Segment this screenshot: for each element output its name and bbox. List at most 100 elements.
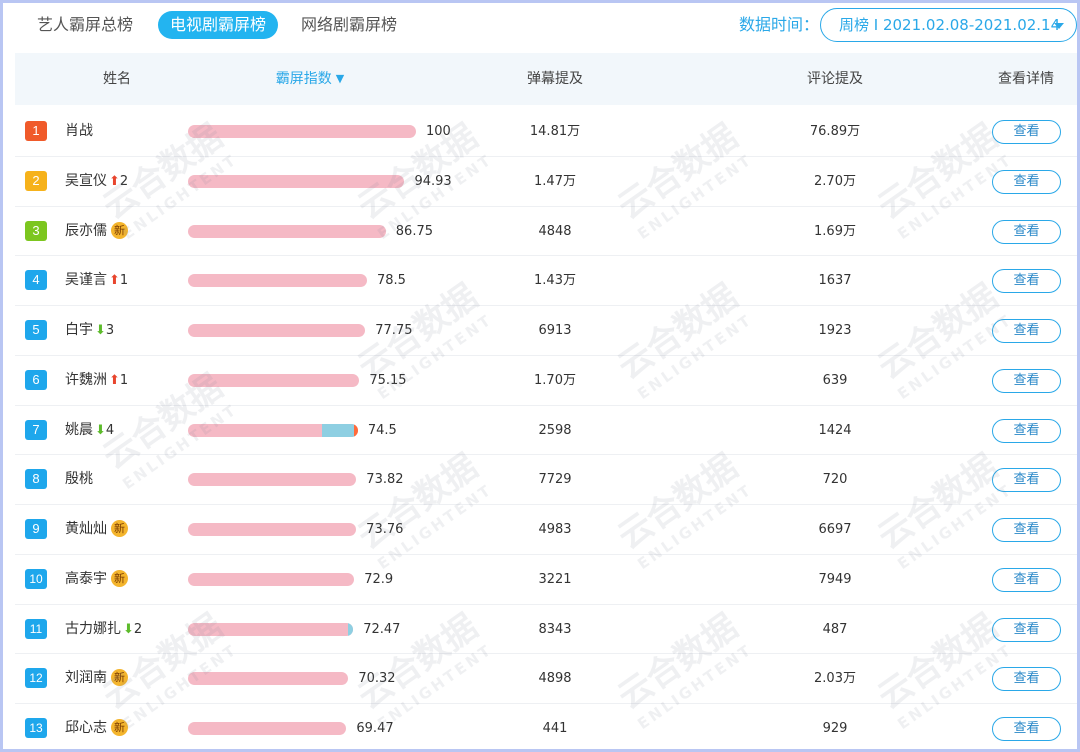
view-details-button[interactable]: 查看 xyxy=(992,169,1061,194)
rank-badge: 12 xyxy=(25,668,50,692)
table-row: 10 高泰宇新 72.9 3221 7949 查看 xyxy=(15,555,1077,605)
score-bar xyxy=(188,324,366,337)
table-row: 9 黄灿灿新 73.76 4983 6697 查看 xyxy=(15,505,1077,555)
artist-name-cell: 姚晨 ⬇4 xyxy=(65,406,114,455)
score-value: 75.15 xyxy=(369,372,407,388)
new-badge: 新 xyxy=(111,569,128,587)
score-bar xyxy=(188,722,347,735)
artist-name: 吴宣仪 xyxy=(65,172,107,189)
header-index-label: 霸屏指数 xyxy=(275,71,332,87)
view-details-button[interactable]: 查看 xyxy=(992,567,1061,592)
header-index[interactable]: 霸屏指数 ▼ xyxy=(245,53,375,105)
top-bar: 艺人霸屏总榜 电视剧霸屏榜 网络剧霸屏榜 数据时间： 周榜 I 2021.02.… xyxy=(3,3,1077,51)
view-details-button[interactable]: 查看 xyxy=(992,468,1061,493)
rank-change-value: 3 xyxy=(105,323,115,338)
rank-change: ⬆1 xyxy=(109,356,128,405)
danmu-count: 7729 xyxy=(538,472,572,488)
arrow-down-icon: ⬇ xyxy=(95,323,106,338)
artist-name-cell: 许魏洲 ⬆1 xyxy=(65,356,128,405)
rank-badge: 7 xyxy=(25,419,50,443)
table-row: 11 古力娜扎 ⬇2 72.47 8343 487 查看 xyxy=(15,605,1077,655)
artist-name-cell: 吴宣仪 ⬆2 xyxy=(65,157,128,206)
score-bar xyxy=(188,473,357,487)
rank-change: ⬇3 xyxy=(95,306,114,355)
artist-name-cell: 殷桃 xyxy=(65,455,93,504)
score-bar xyxy=(188,373,360,387)
comment-count: 1.69万 xyxy=(814,223,856,239)
artist-name: 古力娜扎 xyxy=(65,620,121,637)
view-details-button[interactable]: 查看 xyxy=(992,120,1061,144)
rank-badge: 2 xyxy=(25,170,50,194)
comment-count: 929 xyxy=(822,721,848,736)
danmu-count: 8343 xyxy=(538,621,572,637)
danmu-count: 1.43万 xyxy=(534,273,576,289)
artist-name: 肖战 xyxy=(65,123,93,139)
artist-name: 黄灿灿 xyxy=(65,521,107,537)
score-value: 72.47 xyxy=(363,621,401,637)
rank-badge: 3 xyxy=(25,220,50,244)
rank-badge: 9 xyxy=(25,519,50,542)
table-row: 7 姚晨 ⬇4 74.5 2598 1424 查看 xyxy=(15,406,1077,456)
artist-name: 殷桃 xyxy=(65,471,93,488)
artist-name: 邱心志 xyxy=(65,720,107,736)
rank-change-value: 2 xyxy=(133,621,143,637)
score-bar xyxy=(188,523,357,536)
score-value: 69.47 xyxy=(356,721,394,736)
arrow-down-icon: ⬇ xyxy=(95,422,106,438)
artist-name: 白宇 xyxy=(65,322,93,338)
score-value: 100 xyxy=(426,124,451,139)
score-bar xyxy=(188,672,349,686)
table-row: 1 肖战 100 14.81万 76.89万 查看 xyxy=(15,107,1077,157)
rank-badge: 10 xyxy=(25,568,50,592)
score-bar xyxy=(188,224,386,238)
sort-down-icon[interactable]: ▼ xyxy=(335,72,345,85)
view-details-button[interactable]: 查看 xyxy=(992,717,1061,741)
leaderboard-panel: 艺人霸屏总榜 电视剧霸屏榜 网络剧霸屏榜 数据时间： 周榜 I 2021.02.… xyxy=(3,3,1077,749)
tab-web-drama[interactable]: 网络剧霸屏榜 xyxy=(301,15,398,34)
header-name: 姓名 xyxy=(103,71,131,87)
danmu-count: 1.70万 xyxy=(534,372,576,388)
danmu-count: 4848 xyxy=(538,223,572,239)
view-details-button[interactable]: 查看 xyxy=(992,269,1061,294)
view-details-button[interactable]: 查看 xyxy=(992,319,1061,343)
view-details-button[interactable]: 查看 xyxy=(992,418,1061,443)
view-details-button[interactable]: 查看 xyxy=(992,219,1061,244)
comment-count: 76.89万 xyxy=(809,124,861,139)
table-row: 8 殷桃 73.82 7729 720 查看 xyxy=(15,455,1077,505)
rank-badge: 13 xyxy=(25,718,50,741)
artist-name: 辰亦儒 xyxy=(65,222,107,239)
comment-count: 1424 xyxy=(818,422,852,438)
view-details-button[interactable]: 查看 xyxy=(992,518,1061,542)
new-badge: 新 xyxy=(111,520,128,537)
rank-change-value: 4 xyxy=(105,422,115,438)
table-row: 13 邱心志新 69.47 441 929 查看 xyxy=(15,704,1077,749)
date-range-dropdown[interactable]: 周榜 I 2021.02.08-2021.02.14 xyxy=(820,8,1077,42)
score-bar xyxy=(188,572,355,586)
score-bar xyxy=(188,274,367,288)
header-comment: 评论提及 xyxy=(807,71,863,87)
table-row: 3 辰亦儒新 86.75 4848 1.69万 查看 xyxy=(15,207,1077,257)
score-value: 73.82 xyxy=(366,472,404,488)
score-value: 86.75 xyxy=(395,223,433,239)
artist-name: 姚晨 xyxy=(65,421,93,438)
view-details-button[interactable]: 查看 xyxy=(992,368,1061,393)
tab-tv-drama[interactable]: 电视剧霸屏榜 xyxy=(158,11,279,39)
comment-count: 720 xyxy=(822,472,848,488)
rank-change: ⬇2 xyxy=(123,605,142,654)
rank-badge: 8 xyxy=(25,469,50,493)
new-badge: 新 xyxy=(111,221,128,239)
danmu-count: 441 xyxy=(542,721,568,736)
tab-artist-overall[interactable]: 艺人霸屏总榜 xyxy=(37,15,134,34)
score-bar xyxy=(188,174,405,188)
table-header: 姓名 霸屏指数 ▼ 弹幕提及 评论提及 查看详情 xyxy=(15,53,1077,105)
comment-count: 1923 xyxy=(818,323,852,338)
arrow-up-icon: ⬆ xyxy=(109,273,120,289)
chevron-down-icon xyxy=(1054,23,1064,29)
view-details-button[interactable]: 查看 xyxy=(992,667,1061,692)
view-details-button[interactable]: 查看 xyxy=(992,617,1061,642)
score-value: 77.75 xyxy=(375,323,413,338)
artist-name-cell: 吴谨言 ⬆1 xyxy=(65,256,128,305)
rank-change-value: 1 xyxy=(119,372,129,388)
score-bar xyxy=(188,622,354,636)
artist-name: 刘润南 xyxy=(65,670,107,687)
